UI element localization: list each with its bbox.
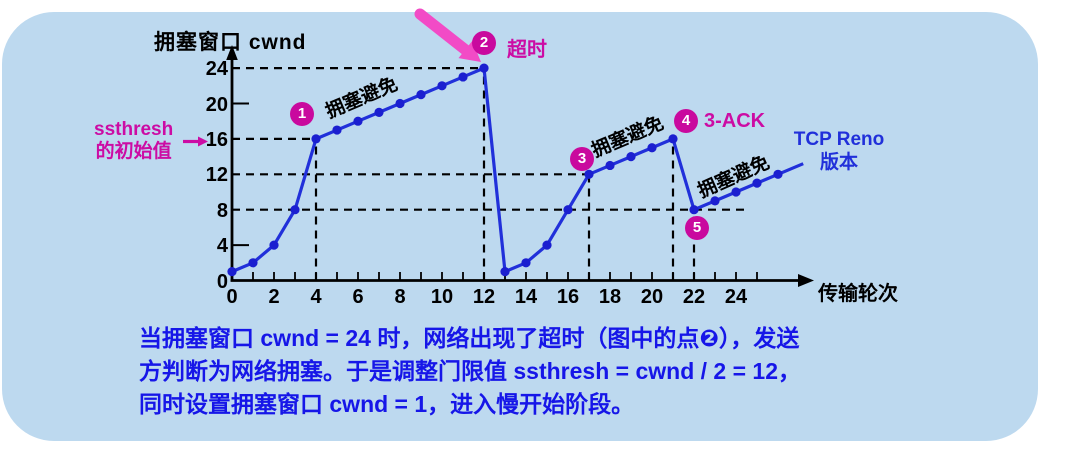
y-tick-label: 24 [205, 58, 228, 81]
ssthresh-initial-value-label: ssthresh 的初始值 [94, 119, 173, 163]
data-point [584, 169, 594, 179]
timeout-label: 超时 [507, 39, 547, 61]
x-tick-label: 20 [640, 286, 664, 308]
x-tick-label: 4 [310, 286, 322, 308]
data-point [689, 205, 699, 215]
numbered-marker-4: 4 [674, 109, 698, 133]
caption-line-1: 当拥塞窗口 cwnd = 24 时，网络出现了超时（图中的点❷），发送 [139, 325, 800, 351]
data-point [563, 205, 573, 215]
three-ack-label: 3-ACK [704, 110, 766, 132]
data-point [542, 240, 552, 250]
y-axis-arrowhead-icon [226, 45, 238, 60]
data-point [773, 169, 783, 179]
x-tick-label: 0 [226, 286, 238, 308]
data-point [227, 267, 237, 277]
y-tick-label: 20 [205, 93, 228, 116]
cwnd-line [231, 66, 779, 274]
x-tick-label: 10 [430, 286, 454, 308]
x-tick-label: 16 [556, 286, 580, 308]
data-point [479, 63, 489, 73]
data-point [395, 98, 405, 109]
data-point [290, 205, 300, 215]
caption-line-2: 方判断为网络拥塞。于是调整门限值 ssthresh = cwnd / 2 = 1… [139, 358, 802, 384]
x-tick-label: 2 [268, 286, 280, 308]
chart-title: 拥塞窗口 cwnd [154, 31, 307, 54]
x-axis-label: 传输轮次 [818, 283, 898, 305]
x-tick-label: 6 [352, 286, 364, 308]
data-point [605, 160, 615, 171]
numbered-marker-1: 1 [290, 102, 314, 126]
x-axis-arrowhead-icon [798, 274, 814, 287]
x-tick-label: 14 [514, 286, 538, 308]
data-point [752, 178, 762, 188]
data-point [521, 258, 531, 268]
data-point [437, 81, 447, 91]
numbered-marker-2: 2 [472, 31, 496, 55]
data-point [710, 196, 720, 206]
data-point [626, 152, 636, 162]
ssthresh-label-line1: ssthresh [94, 119, 174, 140]
numbered-marker-3: 3 [570, 147, 594, 171]
cwnd-line-chart [183, 8, 814, 287]
data-point [731, 187, 741, 197]
ssthresh-label-line2: 的初始值 [95, 141, 172, 162]
numbered-marker-5: 5 [685, 216, 709, 240]
data-point [311, 134, 321, 144]
x-tick-label: 22 [682, 286, 706, 308]
data-point [668, 134, 678, 144]
tcp-reno-line1: TCP Reno [793, 129, 885, 150]
data-point [500, 267, 510, 277]
y-tick-label: 4 [216, 235, 228, 258]
tcp-reno-version-label: TCP Reno 版本 [786, 128, 892, 174]
y-tick-label: 8 [216, 199, 228, 222]
data-point [458, 72, 468, 82]
data-point [269, 240, 279, 250]
y-tick-label: 0 [216, 270, 228, 293]
timeout-pointer-arrowhead-icon [458, 40, 481, 62]
tcp-reno-line2: 版本 [819, 152, 858, 173]
data-point [248, 258, 258, 268]
x-tick-label: 12 [472, 286, 496, 308]
data-point [374, 107, 384, 117]
data-point [647, 143, 657, 153]
caption-line-3: 同时设置拥塞窗口 cwnd = 1，进入慢开始阶段。 [139, 391, 635, 417]
ssthresh-pointer-arrowhead-icon [198, 136, 208, 147]
caption-text: 当拥塞窗口 cwnd = 24 时，网络出现了超时（图中的点❷），发送 方判断为… [139, 322, 801, 421]
data-point [332, 125, 342, 135]
x-tick-label: 24 [724, 286, 748, 308]
x-tick-label: 8 [394, 286, 406, 308]
y-tick-label: 12 [205, 164, 228, 187]
panel-background [2, 12, 1038, 441]
data-point [353, 116, 363, 126]
y-tick-label: 16 [205, 128, 228, 151]
x-tick-label: 18 [598, 286, 622, 308]
data-point [416, 90, 426, 100]
timeout-pointer-arrow-icon [414, 8, 471, 55]
